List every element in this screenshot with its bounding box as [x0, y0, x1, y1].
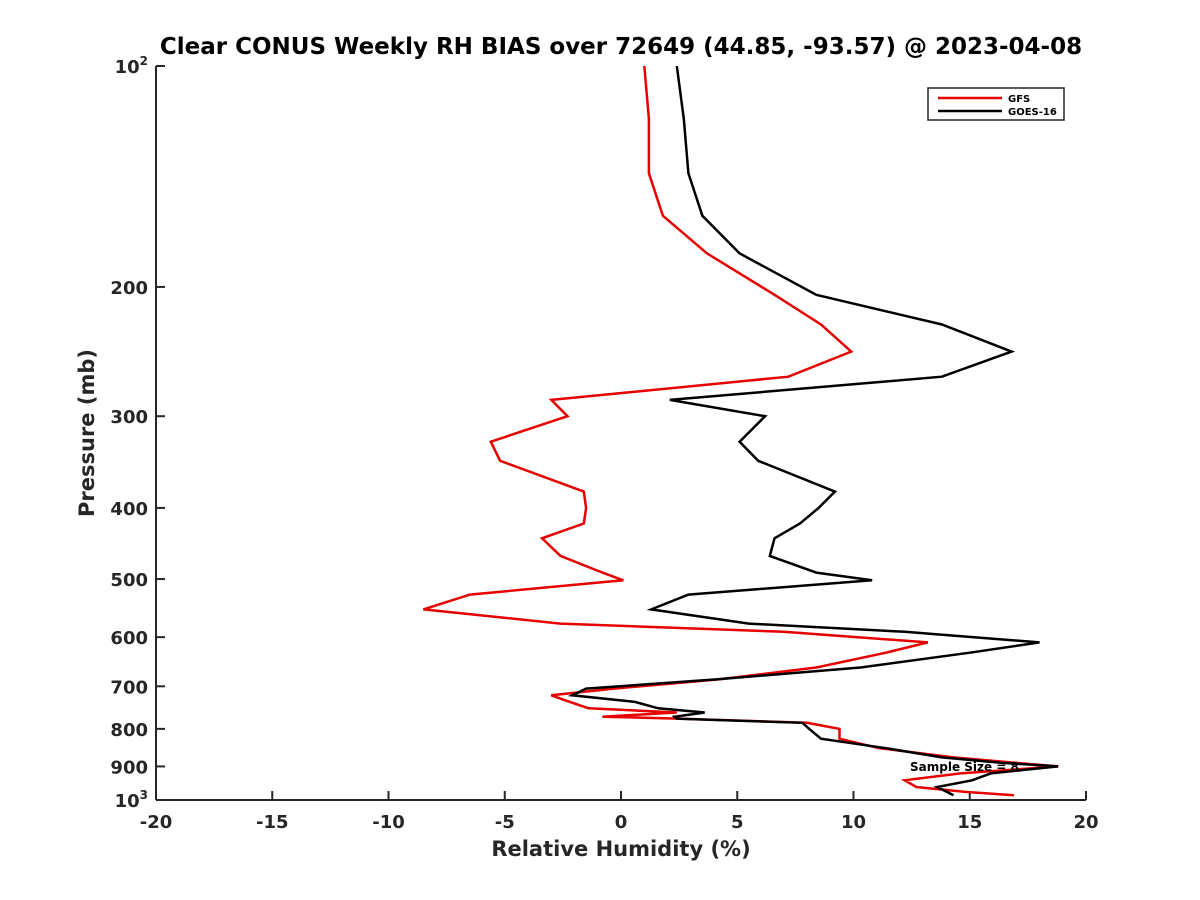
x-tick-label: 0	[615, 812, 628, 833]
y-tick-label: 102	[115, 54, 148, 78]
y-tick-label: 103	[115, 788, 148, 812]
x-axis-ticks: -20 -15 -10 -5 0 5 10 15 20	[140, 791, 1099, 833]
x-tick-label: 10	[841, 812, 866, 833]
x-tick-label: -10	[372, 812, 405, 833]
series-line-goes-16	[567, 65, 1059, 797]
y-axis-ticks: 102 200 300 400 500 600 700 800 900 103	[110, 54, 165, 812]
x-tick-label: -15	[256, 812, 289, 833]
legend-box	[927, 87, 1065, 121]
series-lines	[423, 65, 1059, 797]
chart-title: Clear CONUS Weekly RH BIAS over 72649 (4…	[160, 34, 1082, 60]
sample-size-annotation: Sample Size = 8	[910, 760, 1019, 774]
y-tick-label: 600	[110, 628, 148, 649]
y-tick-label: 200	[110, 278, 148, 299]
x-tick-label: 20	[1073, 812, 1098, 833]
legend-label: GFS	[1008, 94, 1030, 105]
x-axis-label: Relative Humidity (%)	[491, 837, 750, 861]
x-tick-label: -5	[495, 812, 515, 833]
y-tick-label: 700	[110, 677, 148, 698]
y-tick-label: 300	[110, 407, 148, 428]
x-tick-label: 15	[957, 812, 982, 833]
plot-area: -20 -15 -10 -5 0 5 10 15 20 102 200 300 400 500 600 70…	[110, 54, 1098, 833]
y-axis-label: Pressure (mb)	[75, 349, 99, 517]
y-tick-label: 500	[110, 570, 148, 591]
x-tick-label: -20	[140, 812, 173, 833]
y-tick-label: 900	[110, 757, 148, 778]
x-tick-label: 5	[731, 812, 744, 833]
legend: GFS GOES-16	[927, 87, 1065, 121]
legend-label: GOES-16	[1008, 107, 1057, 118]
y-tick-label: 800	[110, 720, 148, 741]
y-tick-label: 400	[110, 499, 148, 520]
